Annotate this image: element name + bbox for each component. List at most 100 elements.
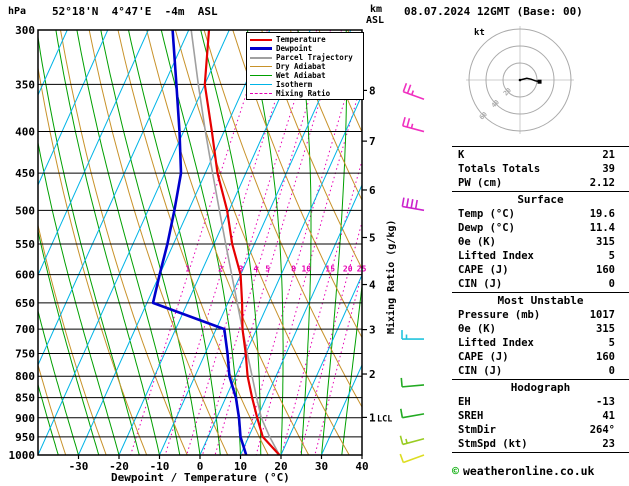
axis-tick-labels: 3003504004505005506006507007508008509009… (9, 24, 393, 473)
panel-row-value: 5 (608, 250, 615, 262)
asl-axis-unit: ASL (366, 15, 385, 26)
panel-row-label: Lifted Index (458, 250, 534, 262)
km-tick-label: 8 (369, 84, 376, 97)
panel-row: Totals Totals 39 (452, 162, 629, 176)
legend-swatch (250, 66, 272, 67)
legend-swatch (250, 47, 272, 50)
info-panel: K 21 Totals Totals 39 PW (cm) 2.12 Surface Temp… (452, 146, 629, 453)
copyright-icon: © (452, 464, 459, 478)
chart-legend: Temperature Dewpoint Parcel Trajectory Dry … (246, 32, 364, 100)
legend-label: Mixing Ratio (276, 89, 331, 98)
legend-label: Dry Adiabat (276, 62, 326, 71)
pressure-tick-label: 800 (15, 370, 35, 383)
temp-tick-label: 0 (197, 460, 204, 473)
temp-tick-label: 40 (355, 460, 368, 473)
temp-tick-label: -30 (69, 460, 89, 473)
panel-row: Dewp (°C) 11.4 (452, 221, 629, 235)
panel-row-label: K (458, 149, 465, 161)
panel-row-value: 23 (602, 438, 615, 450)
panel-row-label: PW (cm) (458, 177, 503, 189)
legend-swatch (250, 75, 272, 76)
panel-section: Hodograph EH -13 SREH 41 StmDir 264° StmSpd (kt… (452, 379, 629, 452)
panel-row: CAPE (J) 160 (452, 263, 629, 277)
mixing-ratio-value-label: 20 (343, 265, 353, 274)
panel-row: θe (K) 315 (452, 322, 629, 336)
panel-row-label: CIN (J) (458, 278, 503, 290)
legend-label: Parcel Trajectory (276, 53, 353, 62)
panel-row-value: 315 (596, 323, 615, 335)
km-tick-label: 1 (369, 411, 376, 424)
panel-row: PW (cm) 2.12 (452, 176, 629, 190)
legend-item: Isotherm (247, 80, 363, 89)
panel-row-value: 0 (608, 365, 615, 377)
wind-barb (399, 435, 425, 446)
pressure-tick-label: 450 (15, 167, 35, 180)
km-tick-label: 7 (369, 135, 376, 148)
km-tick-label: 2 (369, 368, 376, 381)
hodograph-ring-label: 20 (502, 86, 513, 97)
panel-section-header: Most Unstable (497, 294, 584, 307)
km-tick-label: 5 (369, 231, 376, 244)
panel-row: Lifted Index 5 (452, 336, 629, 350)
pressure-tick-label: 650 (15, 297, 35, 310)
panel-row-value: 41 (602, 410, 615, 422)
mixing-ratio-value-label: 4 (253, 265, 258, 274)
wind-barb (401, 116, 425, 133)
mixing-ratio-value-label: 8 (291, 265, 296, 274)
legend-swatch (250, 56, 272, 59)
panel-row: EH -13 (452, 395, 629, 409)
hodograph-unit-label: kt (474, 28, 485, 38)
hodograph-ring-label: 60 (478, 110, 489, 121)
panel-row-label: θe (K) (458, 323, 496, 335)
panel-row-value: 21 (602, 149, 615, 161)
mixing-ratio-value-label: 10 (301, 265, 311, 274)
km-tick-label: 4 (369, 279, 376, 292)
copyright-text: weatheronline.co.uk (462, 464, 595, 478)
pressure-tick-label: 400 (15, 126, 35, 139)
panel-row: StmSpd (kt) 23 (452, 437, 629, 451)
panel-row-label: Pressure (mb) (458, 309, 541, 321)
plot-border (37, 29, 363, 456)
pressure-tick-label: 550 (15, 238, 35, 251)
panel-row-value: -13 (596, 396, 615, 408)
legend-label: Isotherm (276, 80, 313, 89)
wind-barb (399, 408, 425, 419)
km-tick-label: 3 (369, 324, 376, 337)
panel-section: Surface Temp (°C) 19.6 Dewp (°C) 11.4 θe (K) 3… (452, 191, 629, 292)
panel-row-value: 2.12 (589, 177, 615, 189)
panel-section: Most Unstable Pressure (mb) 1017 θe (K) 315 L… (452, 292, 629, 379)
panel-row-value: 11.4 (589, 222, 615, 234)
datetime-label: 08.07.2024 12GMT (Base: 00) (404, 5, 583, 18)
wind-barb (402, 82, 425, 100)
sounding-curves (151, 30, 281, 455)
panel-row-label: StmSpd (kt) (458, 438, 528, 450)
panel-row-label: Temp (°C) (458, 208, 515, 220)
temp-tick-label: -10 (150, 460, 170, 473)
legend-item: Parcel Trajectory (247, 53, 363, 62)
panel-row: Pressure (mb) 1017 (452, 308, 629, 322)
temp-tick-label: 30 (315, 460, 328, 473)
legend-swatch (250, 84, 272, 85)
lcl-label: LCL (377, 414, 392, 424)
wind-barb (401, 197, 425, 212)
mixing-ratio-value-labels: 1 2 3 4 5 8 10 15 20 25 (185, 265, 366, 274)
panel-row-value: 264° (589, 424, 615, 436)
panel-row-value: 160 (596, 351, 615, 363)
panel-row-value: 0 (608, 278, 615, 290)
legend-item: Wet Adiabat (247, 71, 363, 80)
panel-row: CAPE (J) 160 (452, 350, 629, 364)
panel-row-label: SREH (458, 410, 484, 422)
mixing-ratio-value-label: 2 (218, 265, 223, 274)
legend-label: Temperature (276, 35, 326, 44)
panel-row-label: Totals Totals (458, 163, 541, 175)
pressure-tick-label: 950 (15, 431, 35, 444)
pressure-axis-unit: hPa (8, 6, 27, 17)
km-axis-unit: km (370, 4, 383, 15)
temperature-axis-label: Dewpoint / Temperature (°C) (111, 471, 290, 484)
panel-row: CIN (J) 0 (452, 364, 629, 378)
panel-row: Lifted Index 5 (452, 249, 629, 263)
panel-row-value: 39 (602, 163, 615, 175)
pressure-tick-label: 500 (15, 204, 35, 217)
